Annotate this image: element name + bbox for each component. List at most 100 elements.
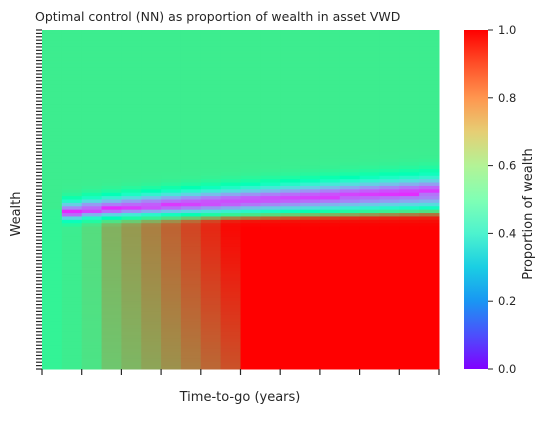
heatmap-cell bbox=[161, 152, 182, 156]
heatmap-cell bbox=[240, 199, 261, 204]
heatmap-cell bbox=[359, 175, 380, 180]
heatmap-cell bbox=[260, 274, 281, 278]
heatmap-cell bbox=[200, 280, 222, 285]
heatmap-cell bbox=[419, 158, 440, 163]
heatmap-cell bbox=[81, 67, 103, 72]
heatmap-cell bbox=[260, 240, 281, 245]
heatmap-cell bbox=[200, 107, 222, 112]
heatmap-cell bbox=[180, 233, 202, 238]
heatmap-cell bbox=[42, 165, 63, 170]
heatmap-cell bbox=[180, 257, 202, 262]
heatmap-cell bbox=[359, 135, 380, 139]
heatmap-cell bbox=[260, 365, 281, 370]
heatmap-cell bbox=[419, 307, 440, 312]
heatmap-cell bbox=[61, 182, 83, 187]
heatmap-cell bbox=[359, 179, 380, 184]
heatmap-cell bbox=[180, 111, 202, 116]
heatmap-cell bbox=[180, 118, 202, 123]
heatmap-cell bbox=[81, 185, 103, 190]
heatmap-cell bbox=[81, 352, 103, 356]
heatmap-cell bbox=[319, 67, 341, 72]
heatmap-cell bbox=[359, 219, 380, 224]
heatmap-cell bbox=[419, 118, 440, 123]
heatmap-cell bbox=[359, 87, 380, 92]
heatmap-cell bbox=[121, 135, 142, 139]
heatmap-cell bbox=[359, 63, 380, 68]
heatmap-cell bbox=[200, 311, 222, 316]
heatmap-cell bbox=[42, 57, 63, 62]
heatmap-cell bbox=[260, 40, 281, 45]
heatmap-cell bbox=[42, 304, 63, 309]
heatmap-cell bbox=[280, 175, 301, 180]
heatmap-cell bbox=[419, 67, 440, 72]
heatmap-cell bbox=[81, 304, 103, 309]
heatmap-cell bbox=[61, 104, 83, 109]
heatmap-cell bbox=[359, 341, 380, 346]
heatmap-cell bbox=[141, 80, 162, 85]
heatmap-cell bbox=[339, 63, 361, 68]
heatmap-cell bbox=[161, 206, 182, 211]
heatmap-cell bbox=[359, 101, 380, 106]
heatmap-cell bbox=[220, 324, 241, 329]
heatmap-cell bbox=[101, 345, 122, 350]
heatmap-cell bbox=[399, 138, 420, 143]
heatmap-cell bbox=[220, 172, 241, 177]
heatmap-cell bbox=[220, 91, 241, 95]
heatmap-cell bbox=[42, 335, 63, 339]
heatmap-cell bbox=[300, 240, 321, 245]
heatmap-cell bbox=[280, 219, 301, 224]
heatmap-cell bbox=[42, 185, 63, 190]
heatmap-cell bbox=[81, 328, 103, 333]
heatmap-cell bbox=[121, 114, 142, 119]
heatmap-cell bbox=[220, 358, 241, 363]
heatmap-cell bbox=[339, 358, 361, 363]
colorbar-tick-label: 0.4 bbox=[498, 226, 516, 240]
heatmap-cell bbox=[300, 324, 321, 329]
heatmap-cell bbox=[260, 162, 281, 167]
heatmap-cell bbox=[121, 67, 142, 72]
heatmap-cell bbox=[379, 324, 400, 329]
heatmap-cell bbox=[319, 362, 341, 367]
heatmap-cell bbox=[81, 148, 103, 153]
heatmap-cell bbox=[240, 63, 261, 68]
heatmap-cell bbox=[419, 341, 440, 346]
heatmap-cell bbox=[339, 60, 361, 65]
heatmap-cell bbox=[319, 70, 341, 75]
heatmap-cell bbox=[42, 365, 63, 370]
heatmap-cell bbox=[200, 236, 222, 241]
heatmap-cell bbox=[280, 263, 301, 268]
heatmap-cell bbox=[280, 216, 301, 221]
heatmap-cell bbox=[42, 60, 63, 65]
heatmap-cell bbox=[81, 260, 103, 265]
heatmap-cell bbox=[339, 104, 361, 109]
heatmap-cell bbox=[42, 107, 63, 112]
heatmap-cell bbox=[101, 94, 122, 99]
heatmap-cell bbox=[81, 362, 103, 367]
heatmap-cell bbox=[280, 80, 301, 85]
heatmap-cell bbox=[280, 97, 301, 102]
heatmap-cell bbox=[339, 216, 361, 221]
heatmap-cell bbox=[300, 165, 321, 170]
heatmap-cell bbox=[260, 84, 281, 89]
heatmap-cell bbox=[101, 230, 122, 234]
heatmap-cell bbox=[101, 135, 122, 139]
heatmap-cell bbox=[419, 223, 440, 228]
heatmap-cell bbox=[419, 63, 440, 68]
heatmap-cell bbox=[359, 338, 380, 343]
heatmap-cell bbox=[260, 91, 281, 95]
heatmap-cell bbox=[379, 185, 400, 190]
heatmap-cell bbox=[81, 219, 103, 224]
heatmap-cell bbox=[399, 284, 420, 289]
heatmap-cell bbox=[319, 63, 341, 68]
heatmap-cell bbox=[121, 185, 142, 190]
heatmap-cell bbox=[379, 243, 400, 248]
heatmap-cell bbox=[180, 77, 202, 82]
heatmap-cell bbox=[42, 257, 63, 262]
heatmap-cell bbox=[300, 63, 321, 68]
heatmap-cell bbox=[359, 297, 380, 302]
heatmap-cell bbox=[200, 291, 222, 295]
heatmap-cell bbox=[319, 341, 341, 346]
heatmap-cell bbox=[141, 60, 162, 65]
heatmap-cell bbox=[419, 101, 440, 106]
heatmap-cell bbox=[260, 36, 281, 41]
